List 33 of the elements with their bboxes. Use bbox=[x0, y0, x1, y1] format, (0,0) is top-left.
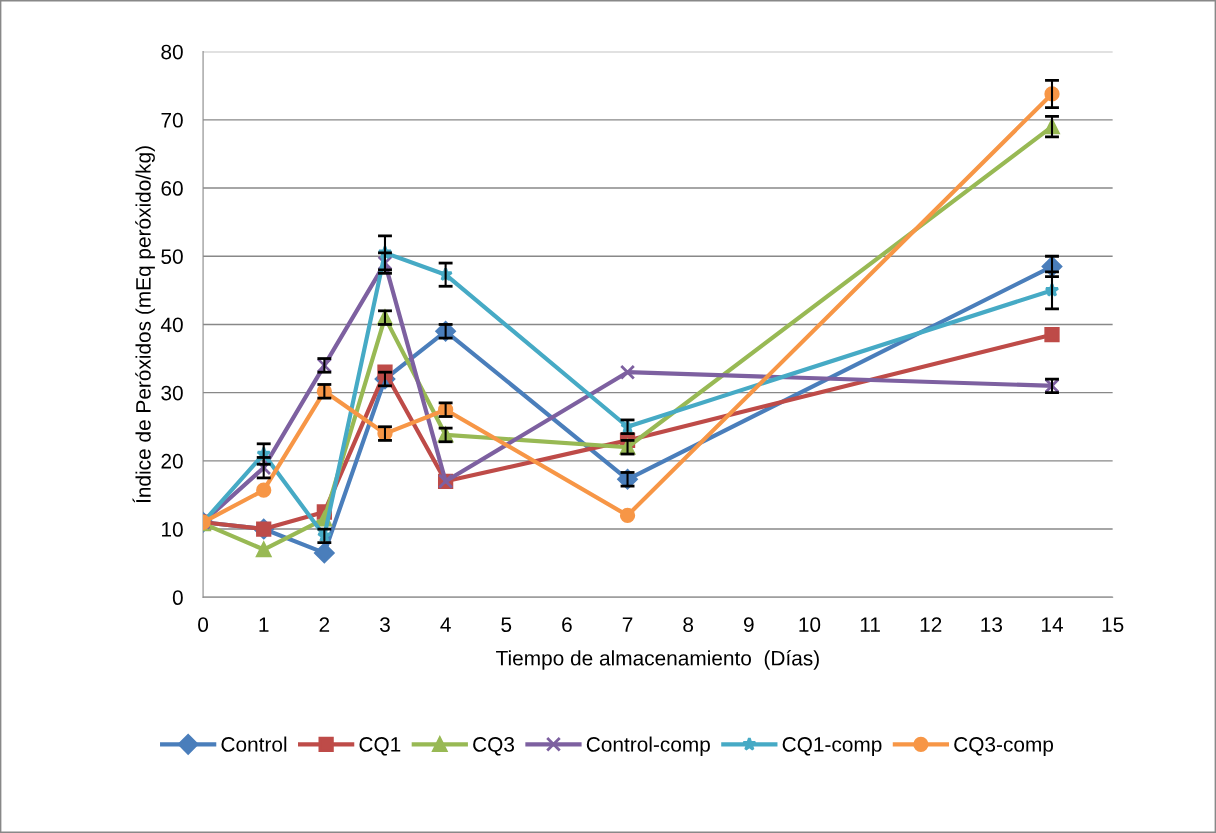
x-tick-label: 10 bbox=[799, 617, 821, 633]
y-tick-label: 50 bbox=[161, 249, 183, 265]
y-tick-label: 30 bbox=[161, 385, 183, 401]
legend-label: CQ3-comp bbox=[954, 737, 1054, 756]
y-axis-title: Índice de Peróxidos (mEq peróxido/kg) bbox=[132, 146, 155, 503]
x-tick-label: 0 bbox=[198, 617, 209, 633]
x-tick-label: 7 bbox=[622, 617, 633, 632]
y-tick-label: 70 bbox=[161, 112, 183, 128]
x-tick-label: 11 bbox=[860, 617, 880, 632]
x-tick-label: 1 bbox=[259, 617, 269, 632]
x-tick-label: 14 bbox=[1042, 617, 1063, 632]
x-tick-label: 9 bbox=[744, 617, 754, 633]
y-tick-label: 0 bbox=[172, 590, 183, 606]
x-tick-label: 5 bbox=[501, 617, 512, 633]
legend-label: Control-comp bbox=[586, 736, 710, 756]
legend-label: CQ3 bbox=[473, 737, 515, 756]
x-tick-label: 4 bbox=[440, 617, 451, 632]
x-tick-label: 8 bbox=[683, 617, 694, 633]
y-tick-label: 10 bbox=[162, 522, 183, 537]
x-axis-title: Tiempo de almacenamiento (Días) bbox=[496, 650, 819, 670]
x-tick-label: 3 bbox=[379, 617, 390, 633]
y-tick-label: 40 bbox=[160, 317, 183, 333]
y-tick-label: 20 bbox=[161, 453, 183, 469]
x-tick-label: 15 bbox=[1102, 617, 1124, 633]
x-tick-label: 12 bbox=[920, 617, 942, 632]
x-tick-label: 2 bbox=[319, 617, 330, 632]
legend-label: Control bbox=[221, 736, 287, 752]
legend-label: CQ1-comp bbox=[782, 737, 882, 756]
x-tick-label: 13 bbox=[981, 617, 1003, 633]
x-tick-label: 6 bbox=[562, 617, 572, 633]
y-tick-label: 80 bbox=[161, 44, 183, 60]
y-tick-label: 60 bbox=[161, 181, 183, 196]
legend-label: CQ1 bbox=[359, 737, 401, 756]
